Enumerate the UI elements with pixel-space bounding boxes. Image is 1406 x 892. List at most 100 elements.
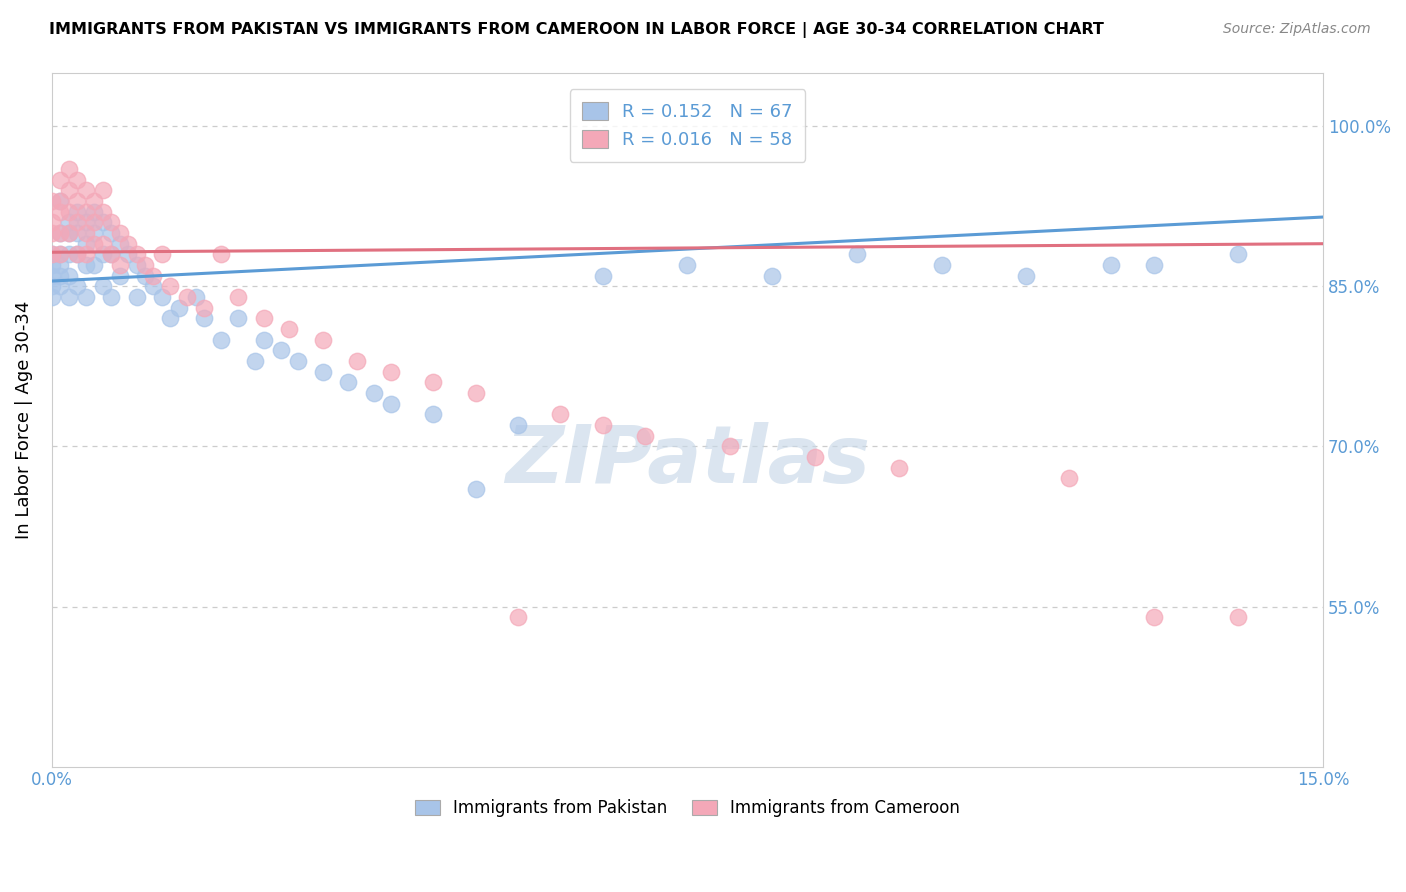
Point (184, 290, 207, 304)
Point (58, 226, 80, 240)
Point (226, 311, 249, 326)
Point (193, 301, 215, 315)
Point (1015, 268, 1038, 283)
Point (49, 172, 72, 186)
Point (41, 226, 63, 240)
Point (66, 279, 89, 293)
Point (167, 301, 190, 315)
Point (58, 183, 80, 197)
Point (49, 194, 72, 208)
Point (226, 290, 249, 304)
Point (634, 429, 657, 443)
Point (253, 333, 276, 347)
Point (803, 450, 825, 464)
Point (193, 311, 215, 326)
Point (49, 279, 72, 293)
Point (108, 236, 131, 251)
Point (592, 268, 614, 283)
Point (718, 440, 741, 454)
Point (278, 322, 301, 336)
Point (889, 460, 911, 475)
Point (287, 354, 309, 368)
Point (91, 247, 114, 261)
Point (49, 258, 72, 272)
Point (1142, 610, 1164, 624)
Text: ZIPatlas: ZIPatlas (505, 423, 870, 500)
Point (66, 215, 89, 229)
Point (592, 418, 614, 433)
Point (134, 268, 156, 283)
Point (117, 236, 139, 251)
Point (100, 290, 122, 304)
Point (41, 279, 63, 293)
Point (464, 482, 486, 496)
Point (312, 333, 335, 347)
Point (422, 376, 444, 390)
Text: IMMIGRANTS FROM PAKISTAN VS IMMIGRANTS FROM CAMEROON IN LABOR FORCE | AGE 30-34 : IMMIGRANTS FROM PAKISTAN VS IMMIGRANTS F… (49, 22, 1104, 38)
Point (363, 386, 385, 401)
Point (49, 204, 72, 219)
Point (125, 247, 148, 261)
Point (83, 258, 105, 272)
Point (66, 172, 89, 186)
Point (66, 226, 89, 240)
Point (676, 258, 699, 272)
Point (58, 226, 80, 240)
Point (75, 258, 97, 272)
Point (761, 268, 783, 283)
Point (846, 247, 869, 261)
Point (58, 215, 80, 229)
Point (253, 311, 276, 326)
Point (91, 236, 114, 251)
Y-axis label: In Labor Force | Age 30-34: In Labor Force | Age 30-34 (15, 301, 32, 539)
Point (100, 215, 122, 229)
Point (83, 236, 105, 251)
Point (1057, 471, 1080, 485)
Point (380, 365, 402, 379)
Point (159, 311, 181, 326)
Point (931, 258, 953, 272)
Point (83, 194, 105, 208)
Point (91, 183, 114, 197)
Point (75, 226, 97, 240)
Point (108, 268, 131, 283)
Point (150, 290, 173, 304)
Point (75, 247, 97, 261)
Point (159, 279, 181, 293)
Point (91, 204, 114, 219)
Point (550, 408, 572, 422)
Point (506, 418, 529, 433)
Point (243, 354, 266, 368)
Point (41, 247, 63, 261)
Point (83, 226, 105, 240)
Point (66, 204, 89, 219)
Point (1227, 610, 1250, 624)
Point (100, 247, 122, 261)
Point (142, 279, 165, 293)
Point (422, 408, 444, 422)
Point (41, 194, 63, 208)
Point (91, 279, 114, 293)
Legend: Immigrants from Pakistan, Immigrants from Cameroon: Immigrants from Pakistan, Immigrants fro… (408, 793, 967, 824)
Point (49, 226, 72, 240)
Point (49, 226, 72, 240)
Point (209, 333, 232, 347)
Point (83, 204, 105, 219)
Point (75, 215, 97, 229)
Point (41, 258, 63, 272)
Point (346, 354, 368, 368)
Point (464, 386, 486, 401)
Point (41, 215, 63, 229)
Point (209, 247, 232, 261)
Point (58, 204, 80, 219)
Point (66, 247, 89, 261)
Point (58, 268, 80, 283)
Point (49, 247, 72, 261)
Point (75, 183, 97, 197)
Point (1099, 258, 1122, 272)
Point (75, 290, 97, 304)
Point (100, 226, 122, 240)
Point (1142, 258, 1164, 272)
Point (75, 204, 97, 219)
Text: Source: ZipAtlas.com: Source: ZipAtlas.com (1223, 22, 1371, 37)
